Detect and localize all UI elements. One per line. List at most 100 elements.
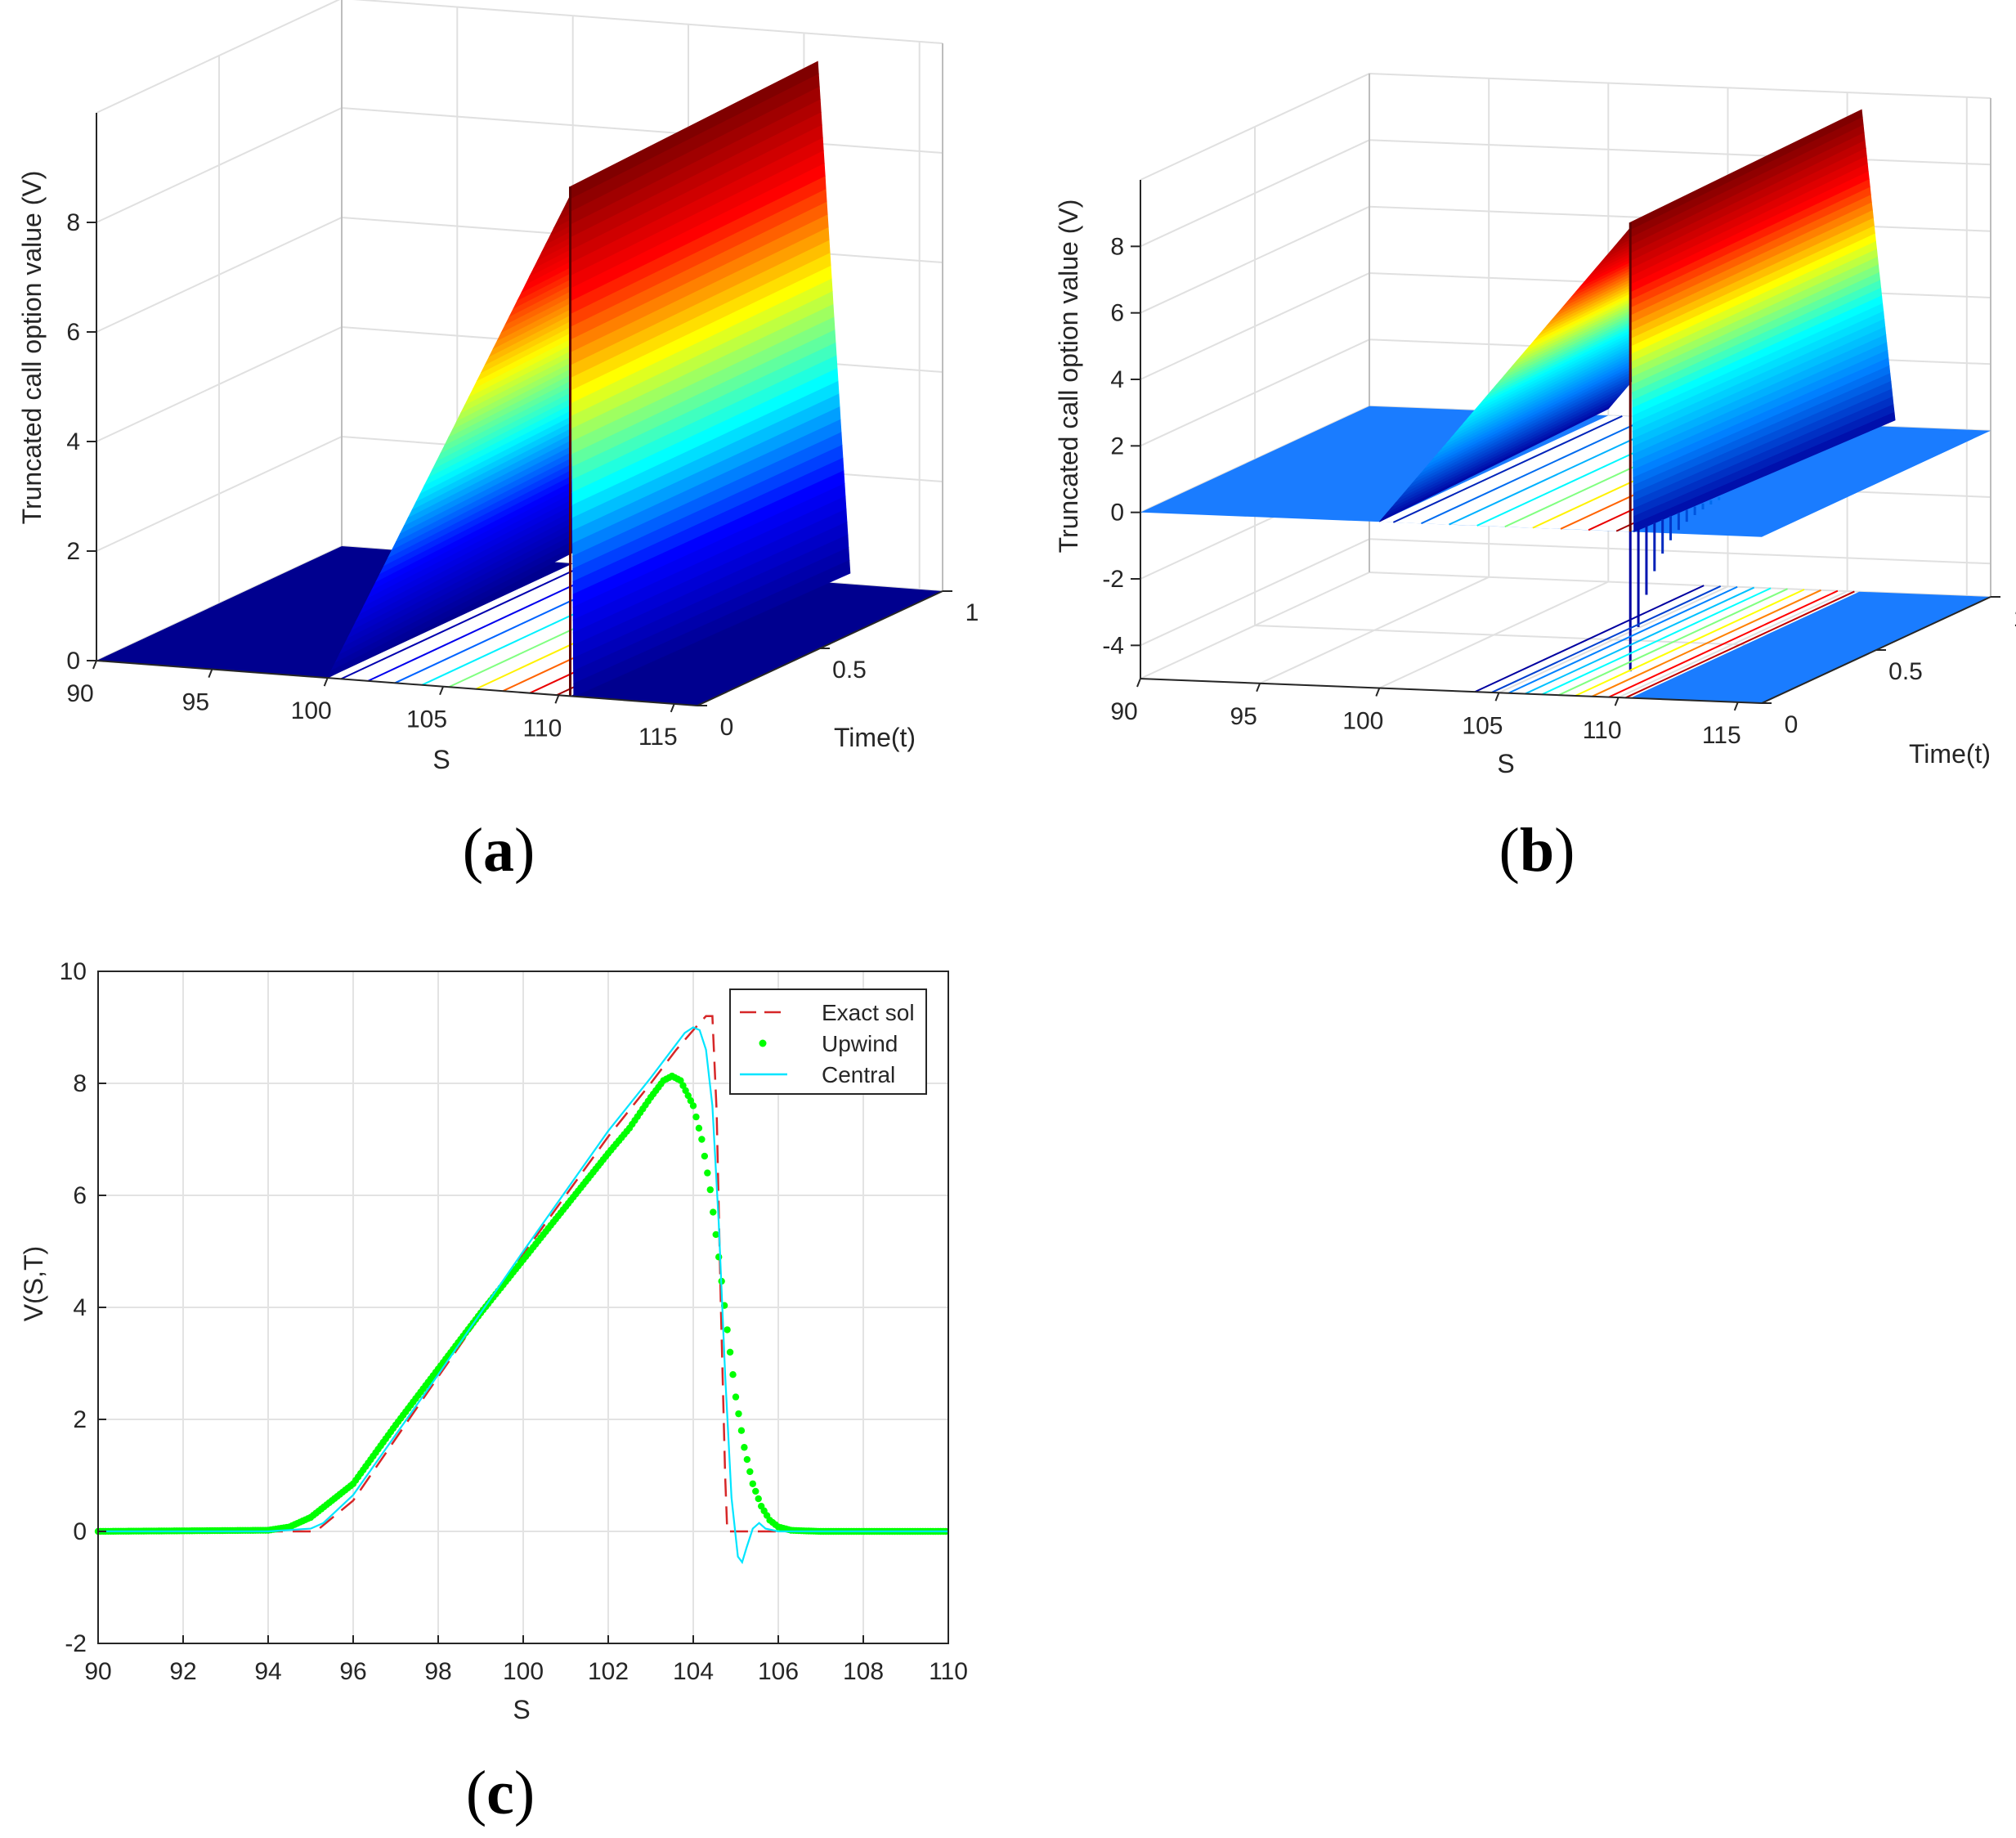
surface-cliff-band (1633, 380, 1893, 502)
x-tick (554, 694, 560, 704)
upwind-point (462, 1329, 469, 1337)
surface-strip (1391, 388, 1626, 508)
surface-cliff-band (571, 303, 835, 442)
surface-cliff-band (570, 112, 822, 251)
upwind-point (926, 1527, 934, 1535)
surface-cliff-band (1630, 178, 1870, 301)
upwind-point (701, 1152, 709, 1160)
upwind-point (657, 1080, 665, 1087)
upwind-point (772, 1521, 779, 1528)
upwind-point (901, 1527, 909, 1535)
upwind-point (741, 1444, 748, 1451)
upwind-point (610, 1143, 617, 1151)
x-tick (208, 669, 213, 678)
upwind-point (299, 1517, 307, 1525)
upwind-point (752, 1487, 759, 1495)
x-tick (439, 686, 444, 696)
surface-strip (456, 286, 707, 422)
upwind-point (467, 1322, 474, 1330)
upwind-point (338, 1488, 347, 1496)
upwind-point (557, 1209, 565, 1217)
upwind-point (909, 1527, 916, 1535)
upwind-point (679, 1082, 687, 1089)
surface-strip (1601, 144, 1835, 263)
upwind-point (173, 1527, 181, 1535)
upwind-point (907, 1527, 914, 1535)
plot-c-grid (97, 971, 949, 1644)
upwind-point (384, 1432, 392, 1439)
upwind-point (876, 1527, 883, 1535)
upwind-point (625, 1124, 634, 1132)
surface-cliff (1840, 123, 1884, 436)
upwind-point (218, 1526, 226, 1535)
upwind-point (706, 1186, 714, 1194)
x-tick (1733, 702, 1739, 711)
upwind-point (247, 1526, 254, 1534)
upwind-point (677, 1077, 684, 1084)
upwind-point (862, 1527, 871, 1535)
surface-cliff (1638, 217, 1644, 528)
surface-strip (1546, 208, 1781, 326)
surface-strip (1396, 383, 1630, 503)
surface-cliff (681, 133, 705, 646)
wall-gridline (1369, 74, 1991, 598)
surface-strip (513, 173, 764, 309)
upwind-point (665, 1074, 673, 1082)
surface-cliff (1817, 134, 1857, 446)
upwind-point (652, 1087, 660, 1095)
upwind-point (283, 1523, 290, 1531)
wall-gridline (1140, 538, 1991, 647)
surface-cliff (1650, 212, 1658, 523)
upwind-point (569, 1194, 577, 1201)
upwind-point (552, 1215, 559, 1223)
surface-strip (1496, 267, 1731, 385)
contour-line (394, 567, 641, 684)
upwind-point (280, 1524, 288, 1531)
surface-strip (355, 487, 607, 623)
wall-gridline (1378, 83, 1610, 689)
surface-cliff (730, 110, 762, 624)
x-tick (1136, 678, 1141, 688)
wall-gridline (96, 216, 943, 333)
upwind-point (585, 1175, 592, 1182)
surface-cliff (1676, 199, 1689, 511)
upwind-point (855, 1527, 863, 1535)
upwind-point (122, 1527, 130, 1535)
upwind-point (655, 1083, 662, 1091)
wall-gridline (558, 33, 805, 697)
surface-strip (1500, 262, 1735, 380)
upwind-point (712, 1231, 719, 1239)
surface-strip (1487, 276, 1722, 395)
surface-cliff (644, 150, 661, 663)
upwind-point (107, 1527, 114, 1535)
surface-strip (561, 77, 813, 213)
upwind-point (362, 1463, 370, 1470)
contour-line (1560, 422, 1790, 530)
upwind-point (464, 1325, 472, 1334)
upwind-point (522, 1253, 530, 1261)
upwind-point (768, 1518, 777, 1526)
upwind-point (188, 1527, 196, 1535)
upwind-point (424, 1378, 432, 1386)
surface-strip (1538, 217, 1772, 336)
upwind-point (743, 1455, 751, 1464)
upwind-point (117, 1527, 125, 1535)
surface-strip (1512, 247, 1747, 365)
surface-cliff (697, 126, 724, 639)
upwind-point (660, 1077, 667, 1084)
upwind-point (204, 1526, 211, 1535)
surface-cliff-band (573, 547, 850, 684)
surface-cliff (1737, 171, 1762, 482)
surface-strip (1425, 349, 1660, 468)
surface-cliff-band (570, 124, 823, 264)
wall-gridline (1140, 139, 1991, 248)
upwind-point (257, 1526, 264, 1534)
upwind-point (500, 1281, 507, 1289)
wall-gridline (96, 545, 943, 661)
x-tick-label: 98 (424, 1658, 451, 1685)
surface-strip (1508, 252, 1743, 370)
surface-cliff-band (1632, 303, 1884, 424)
upwind-point (898, 1527, 907, 1535)
plot-c-axes: 90 92 94 96 98 100 102 104 106 108 110 -2 0 2 4 6 8 10 (60, 958, 968, 1685)
upwind-point (405, 1405, 412, 1412)
